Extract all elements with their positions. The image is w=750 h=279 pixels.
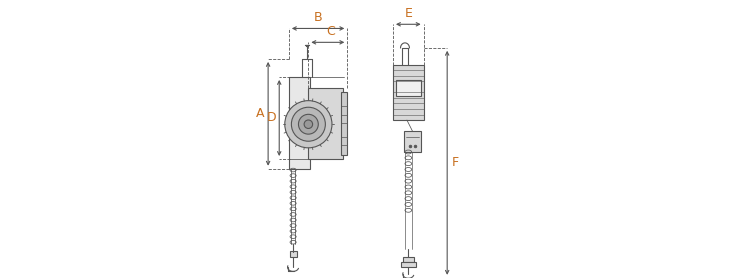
Bar — [396, 80, 421, 97]
Bar — [289, 77, 310, 169]
Text: D: D — [267, 112, 276, 124]
Circle shape — [292, 107, 326, 141]
Text: A: A — [256, 107, 264, 120]
Bar — [290, 251, 297, 258]
Bar — [404, 131, 421, 152]
Circle shape — [285, 101, 332, 148]
Bar — [341, 92, 347, 155]
Text: C: C — [326, 25, 335, 38]
Bar — [401, 262, 416, 267]
Text: F: F — [452, 156, 459, 169]
Bar — [403, 257, 414, 262]
Bar — [308, 88, 343, 159]
Circle shape — [304, 120, 313, 128]
Text: E: E — [404, 7, 412, 20]
Bar — [393, 64, 424, 120]
Circle shape — [298, 114, 318, 134]
Text: B: B — [314, 11, 322, 24]
